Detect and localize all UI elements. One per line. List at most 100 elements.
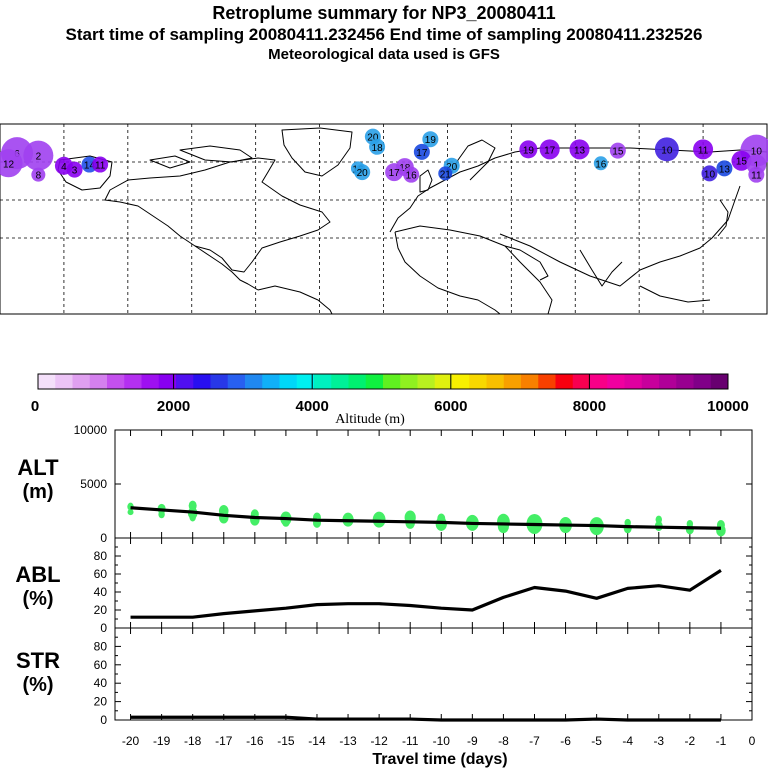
colorbar-swatch <box>452 374 470 389</box>
y-tick-label: 80 <box>94 549 108 563</box>
sampling-times: Start time of sampling 20080411.232456 E… <box>65 25 703 44</box>
y-tick-label: 40 <box>94 585 108 599</box>
plume-marker <box>569 139 590 160</box>
colorbar-swatch <box>55 374 73 389</box>
y-tick-label: 60 <box>94 658 108 672</box>
colorbar-swatch <box>710 374 729 389</box>
panel-title-abbrev: ALT <box>17 455 59 480</box>
x-tick-label: -20 <box>122 734 140 748</box>
plume-marker <box>654 137 679 162</box>
colorbar-swatch <box>624 374 643 389</box>
plume-marker <box>369 138 386 155</box>
coast-se-asia <box>639 285 711 303</box>
map-coastlines <box>57 127 768 315</box>
plume-marker-label: 15 <box>736 157 748 168</box>
coast-south-america <box>257 285 333 315</box>
colorbar-swatch <box>176 374 194 389</box>
plume-marker-label: 21 <box>440 169 452 180</box>
coast-arabia <box>504 245 549 281</box>
map-gridlines <box>0 124 767 314</box>
plume-marker-label: 18 <box>372 143 384 154</box>
colorbar-tick-label: 8000 <box>573 398 606 415</box>
plume-marker-label: 17 <box>416 148 428 159</box>
panel-title-unit: (%) <box>22 588 53 610</box>
altitude-scatter-point <box>218 511 229 524</box>
plume-marker <box>413 143 430 160</box>
abl-panel: ABL(%) 0 20 40 60 80 <box>15 537 753 635</box>
colorbar-axis-label: Altitude (m) <box>335 412 405 427</box>
coast-greenland <box>281 127 353 177</box>
colorbar-swatch <box>607 374 625 389</box>
x-tick-label: -19 <box>153 734 171 748</box>
series-line <box>130 506 721 530</box>
plume-marker-label: 10 <box>704 169 716 180</box>
panel-title-unit: (m) <box>22 481 53 503</box>
map-plume-markers: 2019181716201817162021191713151610111062… <box>0 128 768 183</box>
series-line <box>130 715 721 722</box>
x-axis-label: Travel time (days) <box>372 751 507 768</box>
colorbar-swatch <box>245 374 263 389</box>
plume-marker <box>519 140 538 159</box>
colorbar-swatch <box>693 374 712 389</box>
plume-marker-label: 17 <box>389 168 401 179</box>
plume-marker-label: 20 <box>357 168 369 179</box>
coast-uk <box>419 169 433 193</box>
colorbar-swatch <box>227 374 246 389</box>
colorbar-swatch <box>124 374 142 389</box>
colorbar-swatch <box>314 374 332 389</box>
colorbar-tick-label: 0 <box>31 398 39 415</box>
coast-india <box>579 249 623 287</box>
coast-asia-south <box>499 185 741 287</box>
altitude-scatter-point <box>372 511 386 528</box>
colorbar-tick-label: 10000 <box>707 398 749 415</box>
plume-marker-label: 2 <box>36 152 42 163</box>
plume-marker-label: 11 <box>751 171 762 182</box>
coast-canada-islands <box>149 145 253 169</box>
colorbar-tick-label: 4000 <box>296 398 329 415</box>
met-data-note: Meteorological data used is GFS <box>268 46 500 63</box>
colorbar-swatch <box>296 374 315 389</box>
altitude-colorbar: 0 2000 4000 6000 8000 10000 Altitude (m) <box>31 373 749 427</box>
colorbar-swatch <box>521 374 539 389</box>
colorbar-swatch <box>434 374 453 389</box>
y-tick-label: 80 <box>94 639 108 653</box>
coast-central-america <box>194 245 259 291</box>
y-tick-label: 10000 <box>74 423 108 437</box>
coast-europe <box>389 147 768 233</box>
plume-marker <box>609 142 626 159</box>
altitude-scatter-point <box>497 519 510 534</box>
colorbar-swatch <box>210 374 229 389</box>
plume-marker <box>593 156 608 171</box>
plume-marker <box>422 131 439 148</box>
plume-marker-label: 10 <box>661 145 673 156</box>
x-tick-label: -12 <box>370 734 388 748</box>
coast-africa-west <box>394 231 501 315</box>
map-panel: 2019181716201817162021191713151610111062… <box>0 123 768 315</box>
plume-marker <box>693 139 714 160</box>
y-tick-label: 0 <box>100 621 107 635</box>
colorbar-swatch <box>572 374 591 389</box>
plume-marker <box>23 140 54 171</box>
colorbar-tick-label: 6000 <box>434 398 467 415</box>
altitude-scatter-point <box>127 509 134 516</box>
colorbar-swatch <box>38 374 56 389</box>
map-frame <box>0 123 768 315</box>
panel-title-unit: (%) <box>22 674 53 696</box>
colorbar-swatch <box>141 374 160 389</box>
colorbar-swatch <box>503 374 522 389</box>
plume-marker <box>92 156 109 173</box>
colorbar-swatch <box>279 374 298 389</box>
plume-marker <box>701 165 718 182</box>
colorbar-swatch <box>555 374 574 389</box>
colorbar-swatch <box>676 374 694 389</box>
coast-scandinavia <box>449 139 496 181</box>
colorbar-swatch <box>417 374 436 389</box>
colorbar-swatch <box>365 374 384 389</box>
panel-title-abbrev: ABL <box>15 562 60 587</box>
x-tick-label: -8 <box>498 734 509 748</box>
altitude-scatter-point <box>158 510 165 519</box>
y-tick-label: 60 <box>94 567 108 581</box>
x-tick-label: -4 <box>622 734 633 748</box>
plume-marker <box>385 163 404 182</box>
